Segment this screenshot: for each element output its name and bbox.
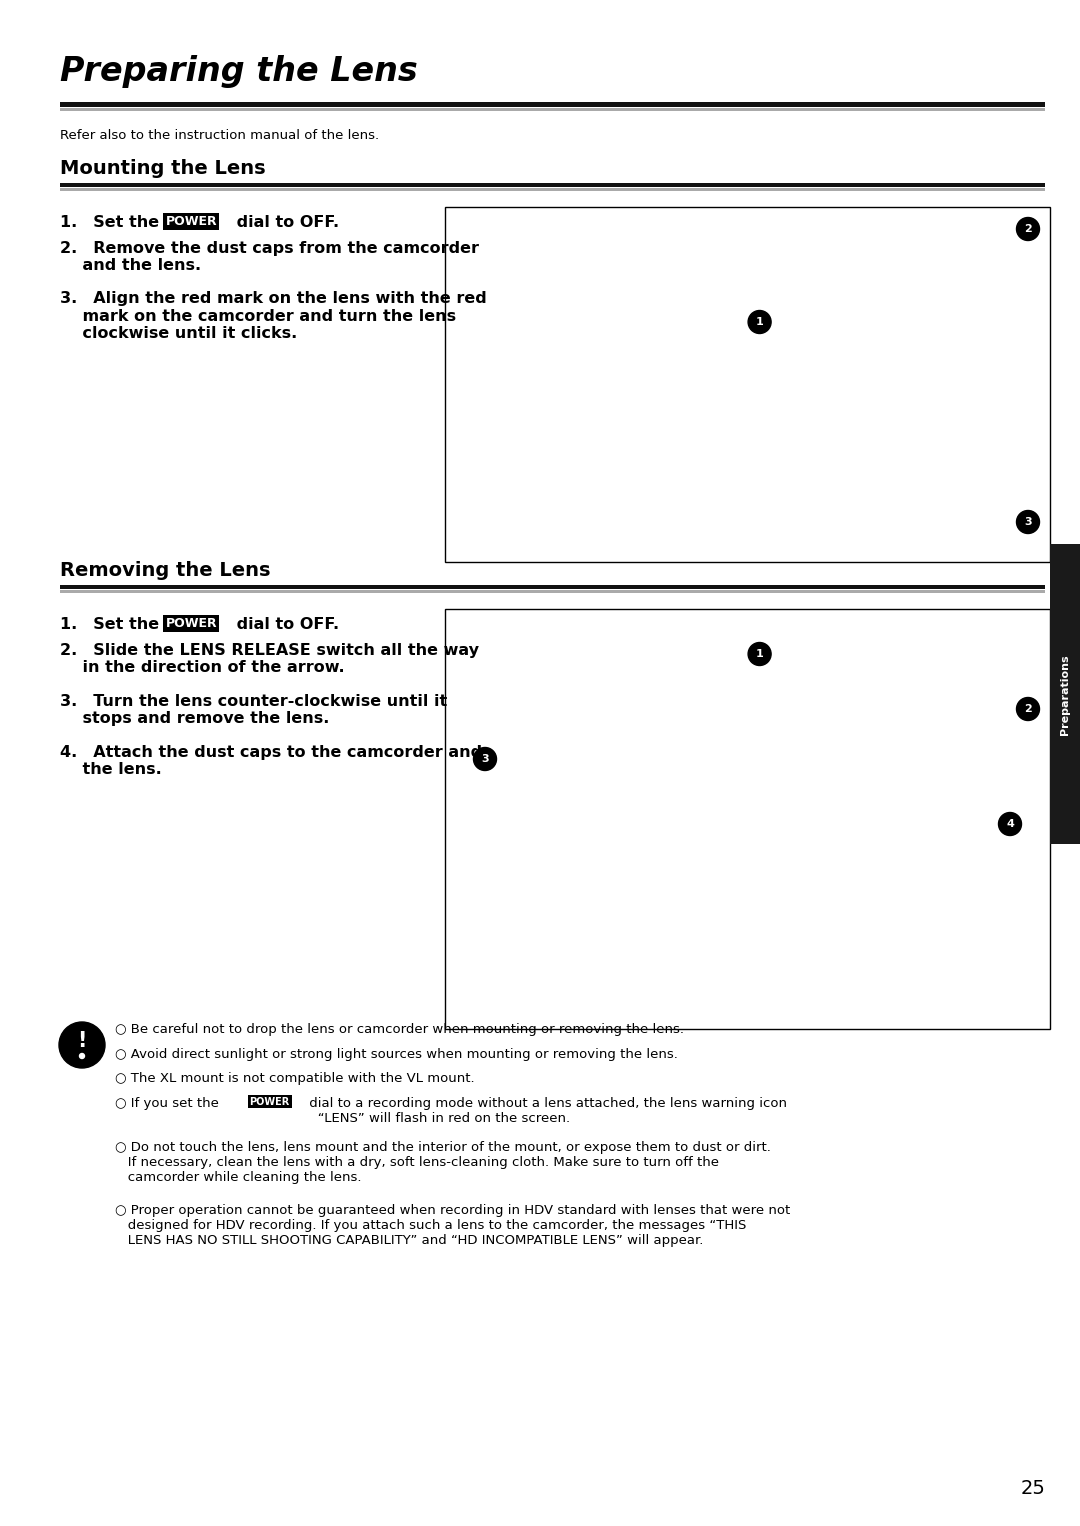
Text: ○ Be careful not to drop the lens or camcorder when mounting or removing the len: ○ Be careful not to drop the lens or cam… — [114, 1022, 684, 1036]
Text: 2: 2 — [1024, 703, 1031, 714]
Text: ○ The XL mount is not compatible with the VL mount.: ○ The XL mount is not compatible with th… — [114, 1071, 474, 1085]
Text: Mounting the Lens: Mounting the Lens — [60, 159, 266, 179]
Text: 4: 4 — [1007, 819, 1014, 829]
Text: POWER: POWER — [165, 215, 217, 227]
Bar — [60, 591, 1045, 592]
Text: 2. Remove the dust caps from the camcorder
    and the lens.: 2. Remove the dust caps from the camcord… — [60, 241, 480, 273]
Text: 3: 3 — [1024, 517, 1031, 526]
Text: ○ Avoid direct sunlight or strong light sources when mounting or removing the le: ○ Avoid direct sunlight or strong light … — [114, 1047, 678, 1061]
Bar — [60, 188, 1045, 191]
Bar — [445, 208, 1050, 562]
Text: POWER: POWER — [249, 1097, 289, 1106]
Bar — [60, 108, 1045, 111]
Text: 1. Set the: 1. Set the — [60, 617, 165, 632]
Text: 2. Slide the LENS RELEASE switch all the way
    in the direction of the arrow.: 2. Slide the LENS RELEASE switch all the… — [60, 642, 480, 674]
Text: 3. Turn the lens counter-clockwise until it
    stops and remove the lens.: 3. Turn the lens counter-clockwise until… — [60, 693, 447, 726]
Circle shape — [59, 1022, 105, 1068]
Bar — [60, 102, 1045, 107]
Bar — [60, 584, 1045, 589]
Text: 3. Align the red mark on the lens with the red
    mark on the camcorder and tur: 3. Align the red mark on the lens with t… — [60, 291, 487, 342]
Circle shape — [1016, 218, 1039, 241]
Text: ○ If you set the: ○ If you set the — [114, 1097, 224, 1109]
Text: Removing the Lens: Removing the Lens — [60, 562, 270, 580]
Text: !: ! — [78, 1032, 86, 1051]
Text: 4. Attach the dust caps to the camcorder and
    the lens.: 4. Attach the dust caps to the camcorder… — [60, 745, 482, 777]
Text: Preparations: Preparations — [1059, 655, 1070, 734]
Text: Refer also to the instruction manual of the lens.: Refer also to the instruction manual of … — [60, 130, 379, 142]
Bar — [1050, 545, 1080, 844]
Text: dial to OFF.: dial to OFF. — [231, 215, 339, 230]
Circle shape — [999, 812, 1022, 836]
Text: ○ Proper operation cannot be guaranteed when recording in HDV standard with lens: ○ Proper operation cannot be guaranteed … — [114, 1204, 791, 1247]
Text: 1: 1 — [756, 317, 764, 327]
Text: POWER: POWER — [165, 617, 217, 630]
Bar — [60, 183, 1045, 188]
Circle shape — [1016, 511, 1039, 534]
Circle shape — [748, 642, 771, 665]
Text: 1. Set the: 1. Set the — [60, 215, 165, 230]
Circle shape — [80, 1053, 84, 1059]
Text: Preparing the Lens: Preparing the Lens — [60, 55, 418, 89]
Text: dial to OFF.: dial to OFF. — [231, 617, 339, 632]
Text: 1: 1 — [756, 649, 764, 659]
Circle shape — [1016, 697, 1039, 720]
Text: 25: 25 — [1021, 1479, 1045, 1499]
Text: 3: 3 — [482, 754, 489, 765]
Text: 2: 2 — [1024, 224, 1031, 233]
Circle shape — [748, 310, 771, 334]
Text: ○ Do not touch the lens, lens mount and the interior of the mount, or expose the: ○ Do not touch the lens, lens mount and … — [114, 1140, 771, 1184]
Text: dial to a recording mode without a lens attached, the lens warning icon
   “LENS: dial to a recording mode without a lens … — [305, 1097, 787, 1125]
Bar — [445, 609, 1050, 1029]
Circle shape — [473, 748, 497, 771]
